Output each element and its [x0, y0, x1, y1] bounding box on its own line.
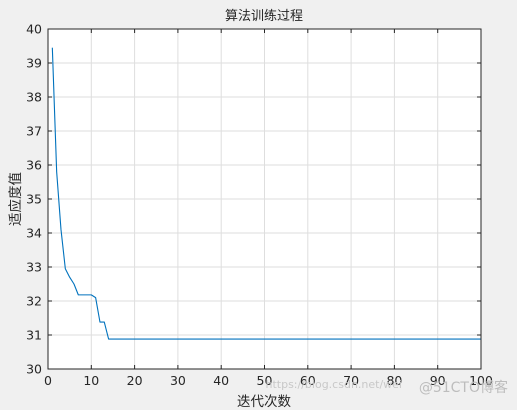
x-tick-label: 80 [386, 373, 402, 388]
y-tick-label: 39 [26, 56, 42, 71]
y-tick-label: 37 [26, 124, 42, 139]
x-tick-label: 20 [127, 373, 143, 388]
watermark-brand: @51CTO博客 [419, 379, 508, 396]
x-tick-label: 40 [213, 373, 229, 388]
x-axis-label: 迭代次数 [237, 394, 291, 410]
y-tick-label: 35 [26, 192, 42, 207]
x-tick-label: 30 [170, 373, 186, 388]
y-tick-label: 38 [26, 90, 42, 105]
series-layer [51, 47, 481, 340]
x-tick-label: 0 [44, 373, 52, 388]
x-tick-label: 60 [300, 373, 316, 388]
y-tick-label: 32 [26, 294, 42, 309]
y-tick-label: 40 [26, 22, 42, 37]
chart-title: 算法训练过程 [225, 9, 303, 24]
y-axis-label: 适应度值 [7, 172, 24, 226]
tick-labels: 0 10 20 30 40 50 60 70 80 90 100 30 31 32 33 34 35 36 37 38… [26, 22, 493, 389]
watermark-url: https://blog.csdn.net/wei [266, 378, 403, 391]
y-tick-label: 36 [26, 158, 42, 173]
x-tick-label: 70 [343, 373, 359, 388]
grid [48, 29, 481, 369]
x-tick-label: 100 [469, 373, 493, 388]
x-tick-label: 10 [83, 373, 99, 388]
y-tick-label: 33 [26, 260, 42, 275]
ticks [47, 28, 482, 370]
y-tick-label: 30 [26, 362, 42, 377]
y-tick-label: 34 [26, 226, 42, 241]
series-line [51, 47, 481, 340]
x-tick-label: 90 [430, 373, 446, 388]
y-tick-label: 31 [26, 328, 42, 343]
x-tick-label: 50 [257, 373, 273, 388]
